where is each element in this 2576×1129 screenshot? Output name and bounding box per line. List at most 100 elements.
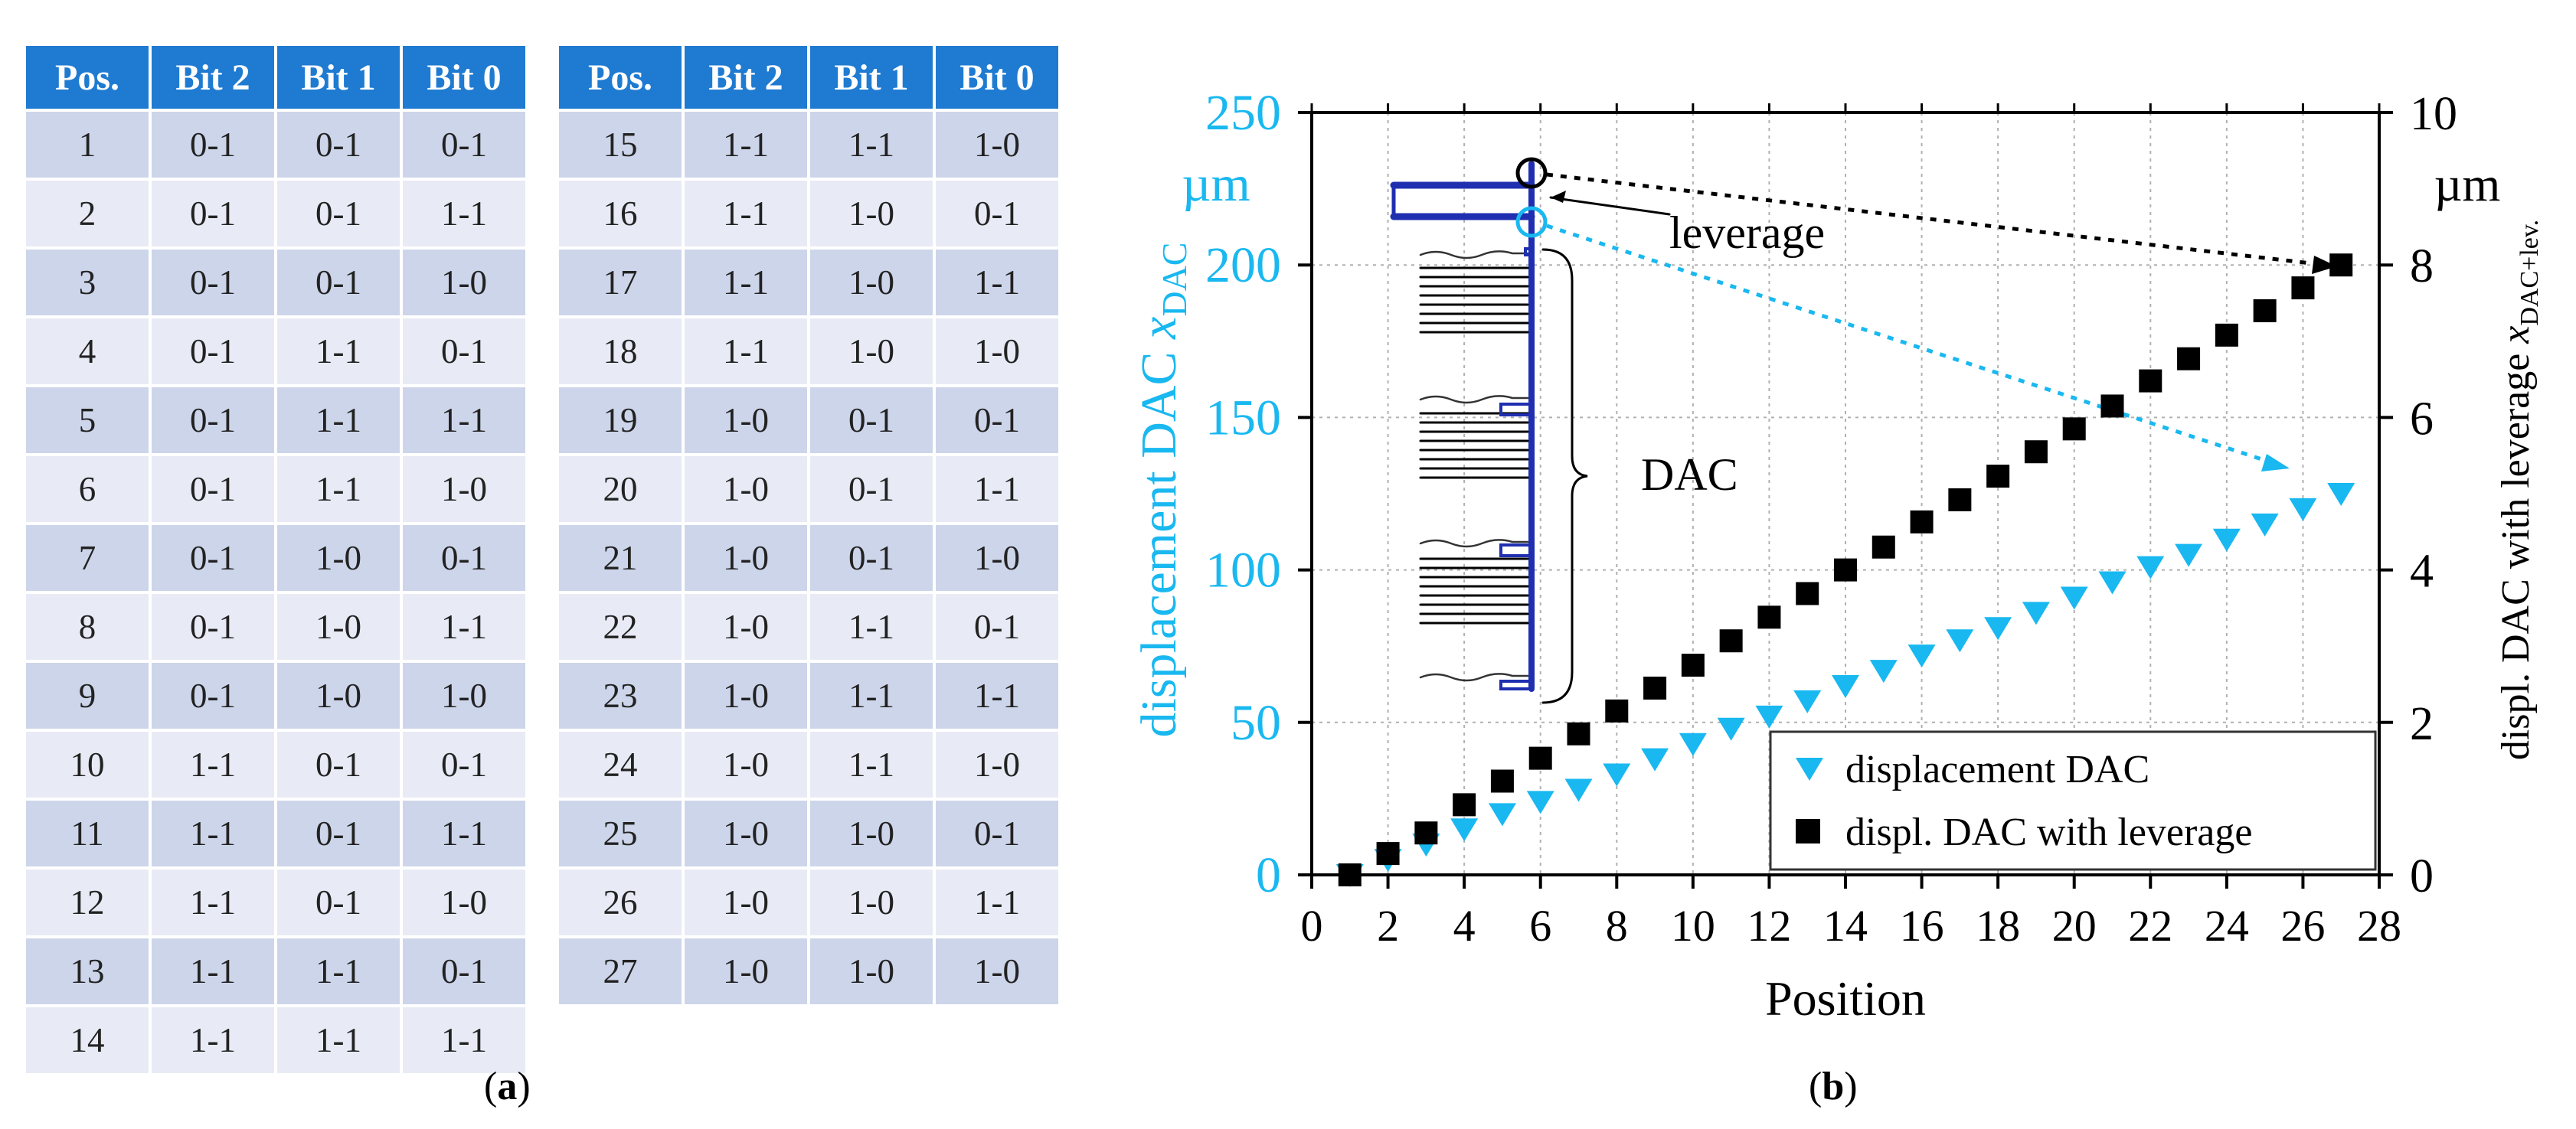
table-cell: 0-1	[152, 456, 274, 522]
data-point-dac	[1869, 660, 1898, 684]
table-cell: 19	[559, 387, 682, 453]
right-y-tick-label: 8	[2410, 240, 2434, 292]
table-row: 6 0-1 1-1 1-0	[26, 456, 525, 522]
table-row: 8 0-1 1-0 1-1	[26, 594, 525, 660]
table-cell: 21	[559, 525, 682, 591]
table-cell: 1-1	[685, 112, 807, 178]
right-axis-subscript: DAC+lev.	[2516, 220, 2544, 326]
data-point-dac	[2060, 586, 2088, 610]
table-cell: 0-1	[810, 387, 933, 453]
table-cell: 0-1	[277, 112, 400, 178]
table-header-row: Pos. Bit 2 Bit 1 Bit 0	[26, 46, 525, 109]
data-point-dac	[2136, 556, 2165, 579]
table-cell: 0-1	[403, 112, 525, 178]
table-cell: 27	[559, 938, 682, 1004]
data-point-leverage	[2329, 253, 2353, 277]
table-cell: 1-1	[403, 801, 525, 866]
legend-triangle-marker	[1796, 758, 1823, 781]
ticks	[1298, 103, 2393, 889]
table-cell: 0-1	[152, 318, 274, 384]
data-point-dac	[1526, 791, 1554, 814]
right-axis-symbol: x	[2494, 326, 2538, 344]
table-cell: 0-1	[277, 870, 400, 935]
table-cell: 9	[26, 663, 149, 729]
table-row: 4 0-1 1-1 0-1	[26, 318, 525, 384]
table-cell: 1-1	[403, 594, 525, 660]
table-row: 7 0-1 1-0 0-1	[26, 525, 525, 591]
data-point-leverage	[1605, 699, 1629, 723]
x-tick-label: 22	[2128, 901, 2172, 951]
table-cell: 1-0	[277, 663, 400, 729]
table-cell: 1-0	[685, 594, 807, 660]
table-cell: 1-1	[277, 318, 400, 384]
x-axis-title: Position	[1765, 971, 1926, 1026]
data-point-dac	[1564, 778, 1593, 802]
table-cell: 0-1	[277, 250, 400, 315]
left-y-tick-label: 150	[1205, 390, 1281, 445]
x-tick-label: 24	[2205, 901, 2249, 951]
tick-labels: 0 2 4 6 8 10 12 14 16 18 20 22 24 26 28050100150200250…	[1205, 85, 2457, 951]
col-header-bit2: Bit 2	[152, 46, 274, 109]
table-cell: 7	[26, 525, 149, 591]
data-point-dac	[1984, 617, 2012, 641]
table-row: 14 1-1 1-1 1-1	[26, 1007, 525, 1073]
data-point-dac	[2212, 528, 2241, 552]
data-point-dac	[1450, 818, 1479, 842]
data-point-dac	[1793, 690, 1822, 713]
x-tick-label: 8	[1606, 901, 1628, 951]
table-cell: 1-1	[810, 663, 933, 729]
x-tick-label: 6	[1529, 901, 1551, 951]
right-axis-title-text: displ. DAC with leverage	[2494, 344, 2538, 760]
table-cell: 0-1	[277, 732, 400, 798]
data-point-dac	[2327, 483, 2355, 506]
x-tick-label: 16	[1900, 901, 1944, 951]
table-cell: 1-0	[685, 525, 807, 591]
data-point-leverage	[1757, 605, 1781, 629]
table-cell: 25	[559, 801, 682, 866]
x-tick-label: 0	[1301, 901, 1323, 951]
table-cell: 1-1	[403, 387, 525, 453]
data-point-dac	[1946, 629, 1974, 653]
col-header-pos: Pos.	[559, 46, 682, 109]
table-cell: 1-0	[810, 181, 933, 246]
data-point-leverage	[1490, 769, 1514, 793]
series-displacement-leverage	[1338, 253, 2353, 886]
dac-arrowhead	[2261, 454, 2290, 472]
data-point-leverage	[1414, 821, 1438, 845]
table-cell: 1-1	[685, 250, 807, 315]
table-row: 5 0-1 1-1 1-1	[26, 387, 525, 453]
table-cell: 1-0	[403, 250, 525, 315]
data-point-dac	[2098, 571, 2127, 595]
table-cell: 1-1	[277, 938, 400, 1004]
table-cell: 1-1	[152, 801, 274, 866]
table-cell: 1-0	[685, 801, 807, 866]
x-tick-label: 12	[1747, 901, 1791, 951]
table-cell: 1-1	[152, 1007, 274, 1073]
table-row: 19 1-0 0-1 0-1	[559, 387, 1058, 453]
table-cell: 1-0	[403, 663, 525, 729]
panel-label-a: (a)	[484, 1065, 531, 1108]
table-cell: 1	[26, 112, 149, 178]
table-cell: 0-1	[152, 594, 274, 660]
table-cell: 1-1	[277, 456, 400, 522]
table-cell: 22	[559, 594, 682, 660]
data-point-dac	[1488, 803, 1516, 827]
right-axis-unit: µm	[2434, 157, 2501, 211]
table-cell: 1-1	[810, 732, 933, 798]
left-y-tick-label: 100	[1205, 543, 1281, 599]
table-row: 27 1-0 1-0 1-0	[559, 938, 1058, 1004]
data-point-dac	[1755, 705, 1783, 729]
table-cell: 1-1	[936, 250, 1058, 315]
table-cell: 0-1	[936, 594, 1058, 660]
data-point-dac	[1832, 674, 1859, 698]
table-cell: 1-0	[685, 938, 807, 1004]
data-point-dac	[1603, 763, 1631, 787]
table-cell: 0-1	[152, 181, 274, 246]
table-row: 21 1-0 0-1 1-0	[559, 525, 1058, 591]
col-header-bit0: Bit 0	[403, 46, 525, 109]
data-point-dac	[1717, 717, 1745, 741]
table-cell: 23	[559, 663, 682, 729]
table-cell: 1-1	[152, 870, 274, 935]
table-row: 1 0-1 0-1 0-1	[26, 112, 525, 178]
data-point-leverage	[1834, 558, 1857, 582]
